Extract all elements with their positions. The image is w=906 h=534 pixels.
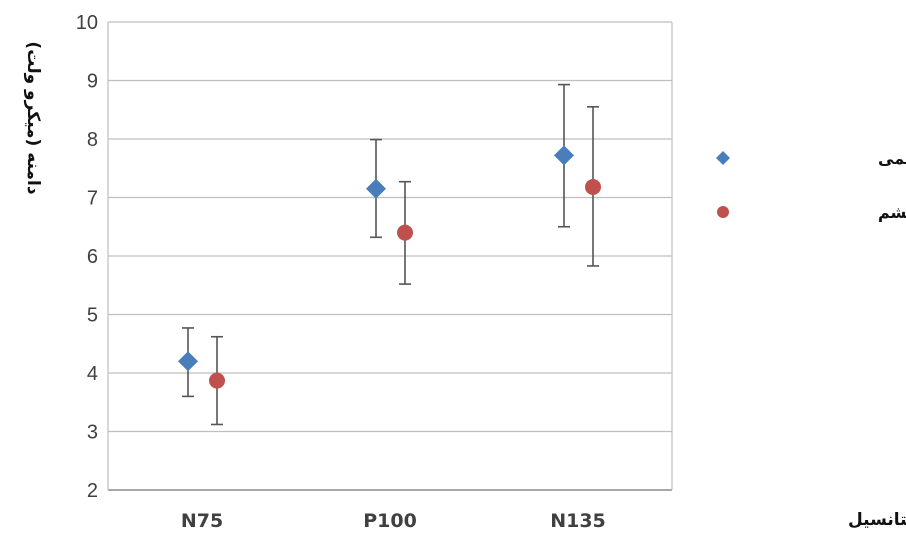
grid-lines — [107, 21, 673, 491]
y-tick-label-2: 2 — [87, 480, 98, 502]
x-axis-title: مولفه های موج پتانسیل — [848, 510, 906, 530]
y-axis-title: دامنه (میکرو ولت) — [23, 41, 43, 194]
y-tick-label-5: 5 — [87, 305, 98, 327]
legend-marker-circle — [717, 206, 729, 218]
x-category-labels: N75 P100 N135 — [181, 510, 606, 532]
legend-marker-diamond — [716, 151, 730, 165]
legend: هم افزایی دو چشمی میانگین دو چشم — [716, 149, 906, 223]
legend-label-series1: هم افزایی دو چشمی — [878, 149, 906, 169]
series-marks — [178, 83, 601, 426]
point-series1-n75 — [178, 351, 198, 372]
x-category-label-n75: N75 — [181, 510, 223, 532]
y-tick-label-8: 8 — [87, 129, 98, 151]
x-category-label-n135: N135 — [550, 510, 606, 532]
point-series2-p100 — [397, 224, 413, 241]
legend-label-series2: میانگین دو چشم — [878, 203, 906, 223]
y-tick-label-7: 7 — [87, 188, 98, 210]
x-category-label-p100: P100 — [363, 510, 417, 532]
y-tick-label-3: 3 — [87, 422, 98, 444]
point-series1-n135 — [554, 145, 574, 166]
point-series2-n75 — [209, 372, 225, 389]
point-series1-p100 — [366, 178, 386, 199]
y-tick-label-4: 4 — [87, 363, 98, 385]
y-tick-label-6: 6 — [87, 246, 98, 268]
point-series2-n135 — [585, 178, 601, 195]
y-tick-label-10: 10 — [76, 12, 98, 34]
y-tick-labels: 2 3 4 5 6 7 8 9 10 — [76, 12, 98, 502]
y-tick-label-9: 9 — [87, 71, 98, 93]
